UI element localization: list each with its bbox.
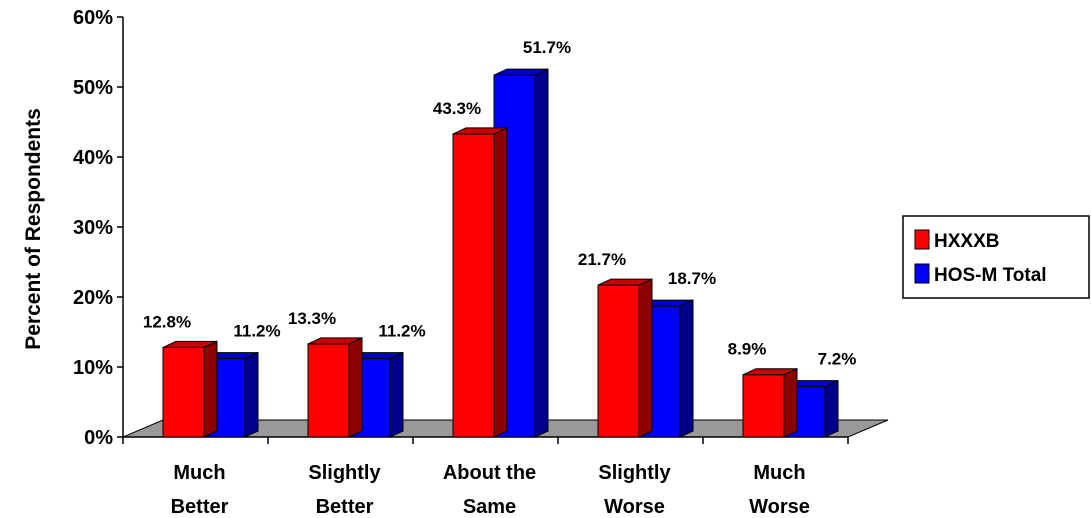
data-labels: 12.8% 11.2% 13.3% 11.2% 43.3% 51.7% 21.7% 18.7%…: [143, 38, 856, 369]
data-label: 18.7%: [668, 269, 716, 288]
data-label: 43.3%: [433, 99, 481, 118]
data-label: 11.2%: [378, 322, 425, 341]
y-axis-title: Percent of Respondents: [22, 108, 45, 350]
y-tick-label: 0%: [84, 427, 113, 449]
legend-swatch: [914, 229, 930, 250]
legend-frame: [902, 215, 1090, 299]
bar-hxxxb: [742, 367, 798, 438]
data-label: 11.2%: [233, 322, 280, 341]
y-tick-label: 60%: [73, 7, 113, 29]
legend-swatch: [914, 263, 930, 284]
legend-label: HOS-M Total: [934, 265, 1047, 286]
x-category-label: Much Better: [171, 462, 229, 518]
bar-hxxxb: [162, 340, 218, 438]
x-category-label: Much Worse: [749, 462, 810, 518]
x-category-label: Slightly Better: [308, 462, 381, 518]
bar-hxxxb: [597, 278, 653, 438]
x-axis-categories: Much Better Slightly Better About the Same Sli…: [171, 462, 810, 518]
y-tick-label: 50%: [73, 77, 113, 99]
data-label: 21.7%: [578, 250, 626, 269]
y-axis: 0% 10% 20% 30% 40% 50% 60%: [73, 7, 849, 449]
bar-hxxxb: [307, 337, 363, 438]
y-tick-label: 10%: [73, 357, 113, 379]
x-category-label: About the Same: [443, 462, 536, 518]
bar-hxxxb: [452, 127, 508, 438]
legend-label: HXXXB: [934, 231, 999, 252]
y-tick-label: 30%: [73, 217, 113, 239]
y-tick-label: 40%: [73, 147, 113, 169]
y-tick-label: 20%: [73, 287, 113, 309]
bars: [162, 68, 839, 438]
data-label: 7.2%: [818, 350, 857, 369]
data-label: 51.7%: [523, 38, 571, 57]
legend: HXXXB HOS-M Total: [902, 215, 1090, 299]
x-category-label: Slightly Worse: [598, 462, 671, 518]
data-label: 8.9%: [728, 340, 767, 359]
data-label: 12.8%: [143, 312, 191, 331]
data-label: 13.3%: [288, 309, 336, 328]
